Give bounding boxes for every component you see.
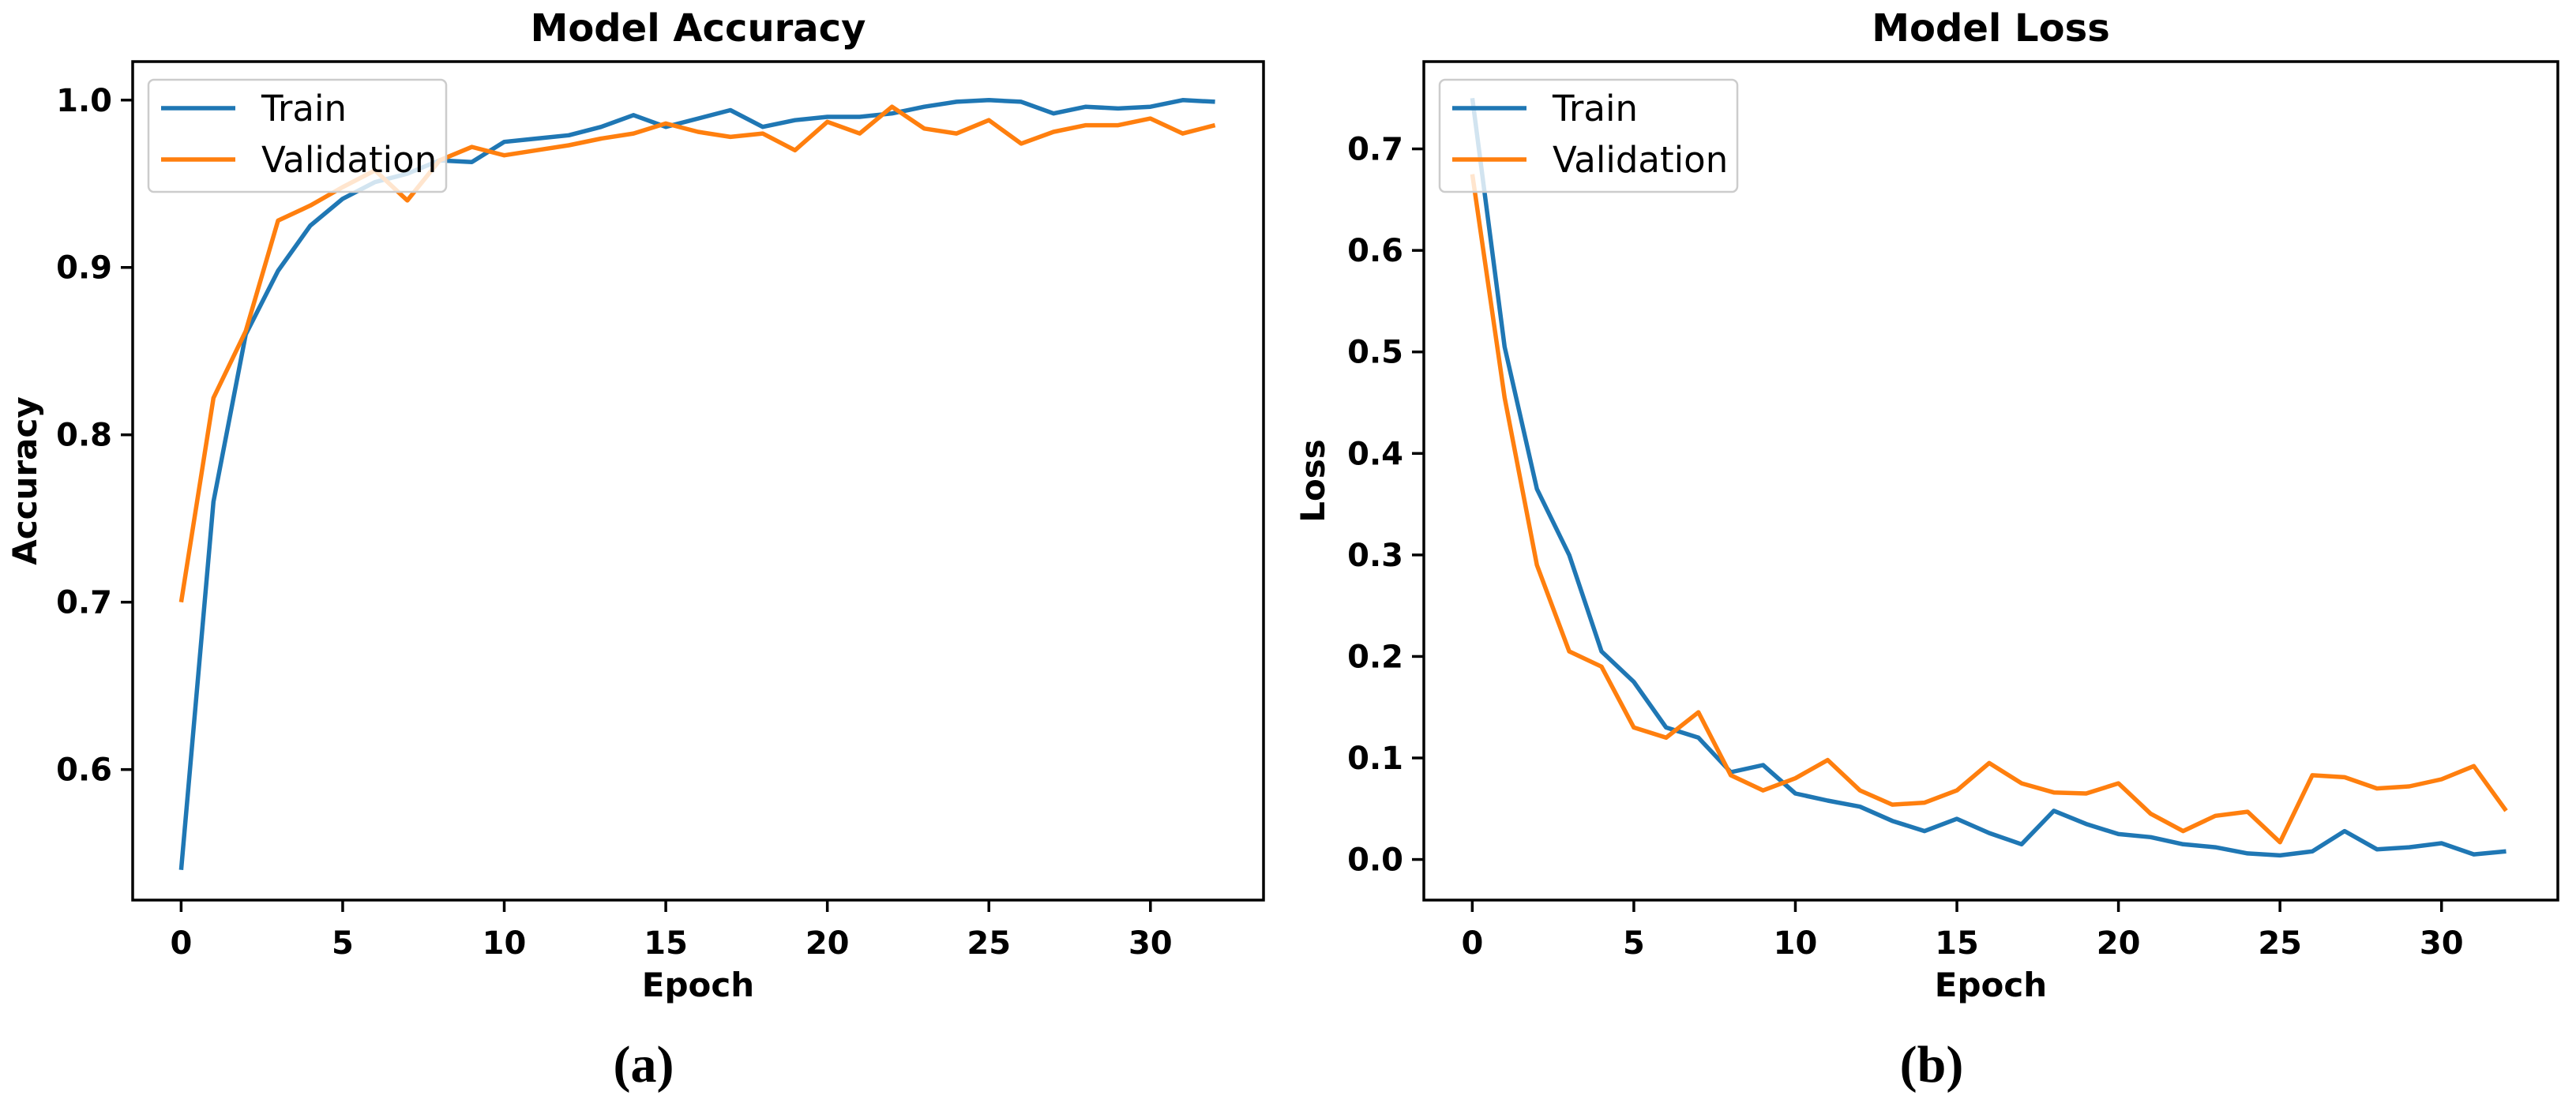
x-tick-label: 25 [967, 925, 1011, 962]
x-tick-label: 20 [805, 925, 850, 962]
x-tick-label: 30 [2420, 925, 2464, 962]
x-tick-label: 5 [332, 925, 354, 962]
x-tick-label: 15 [644, 925, 688, 962]
x-tick-label: 5 [1623, 925, 1645, 962]
x-tick-label: 0 [170, 925, 192, 962]
y-tick-label: 0.9 [56, 250, 112, 287]
x-tick-label: 15 [1935, 925, 1979, 962]
y-tick-label: 0.6 [56, 752, 112, 789]
y-tick-label: 0.8 [56, 418, 112, 454]
y-tick-label: 0.1 [1347, 741, 1403, 777]
legend-entry-label: Train [1552, 88, 1638, 129]
y-tick-label: 0.7 [56, 585, 112, 621]
plot-area: 0 5 10 15 20 25 30 0.6 0.7 0.8 0.9 1.0 [56, 60, 1265, 962]
y-tick-label: 0.0 [1347, 842, 1403, 879]
validation-series-line [1470, 174, 2508, 845]
y-tick-label: 1.0 [56, 83, 112, 119]
x-tick-label: 10 [1774, 925, 1818, 962]
subfigure-caption-a: (a) [614, 1036, 674, 1094]
y-tick-label: 0.5 [1347, 335, 1403, 371]
accuracy-chart: 0 5 10 15 20 25 30 0.6 0.7 0.8 0.9 1.0 Model Accura… [6, 6, 1265, 1094]
legend-entry-label: Validation [1553, 139, 1728, 181]
y-tick-label: 0.3 [1347, 538, 1403, 574]
x-axis-label: Epoch [642, 966, 754, 1004]
y-tick-label: 0.2 [1347, 639, 1403, 675]
y-tick-label: 0.7 [1347, 132, 1403, 168]
plot-border [1422, 60, 2559, 902]
loss-chart: 0 5 10 15 20 25 30 0.0 0.1 0.2 0.3 0.4 0.5 0.6 0.7 Mod… [1294, 6, 2559, 1094]
legend: Train Validation [147, 78, 448, 193]
plot-area: 0 5 10 15 20 25 30 0.0 0.1 0.2 0.3 0.4 0.5 0.6 0.7 [1347, 60, 2559, 962]
x-tick-label: 25 [2258, 925, 2302, 962]
loss-panel: 0 5 10 15 20 25 30 0.0 0.1 0.2 0.3 0.4 0.5 0.6 0.7 Mod… [1288, 0, 2576, 1118]
x-tick-label: 0 [1461, 925, 1483, 962]
x-axis-label: Epoch [1935, 966, 2047, 1004]
x-tick-label: 30 [1128, 925, 1173, 962]
legend: Train Validation [1438, 78, 1739, 193]
chart-title: Model Accuracy [531, 6, 866, 51]
legend-entry-label: Validation [261, 139, 437, 181]
legend-entry-label: Train [261, 88, 347, 129]
chart-title: Model Loss [1872, 6, 2110, 51]
y-axis-label: Loss [1294, 439, 1332, 523]
plot-border [131, 60, 1265, 902]
y-tick-label: 0.4 [1347, 436, 1403, 472]
subfigure-caption-b: (b) [1900, 1036, 1964, 1094]
train-series-line [1470, 97, 2507, 858]
x-tick-label: 10 [483, 925, 527, 962]
accuracy-panel: 0 5 10 15 20 25 30 0.6 0.7 0.8 0.9 1.0 Model Accura… [6, 6, 1265, 1094]
y-tick-label: 0.6 [1347, 233, 1403, 269]
x-tick-label: 20 [2097, 925, 2141, 962]
train-series-line [178, 98, 1215, 871]
y-axis-label: Accuracy [6, 396, 44, 565]
